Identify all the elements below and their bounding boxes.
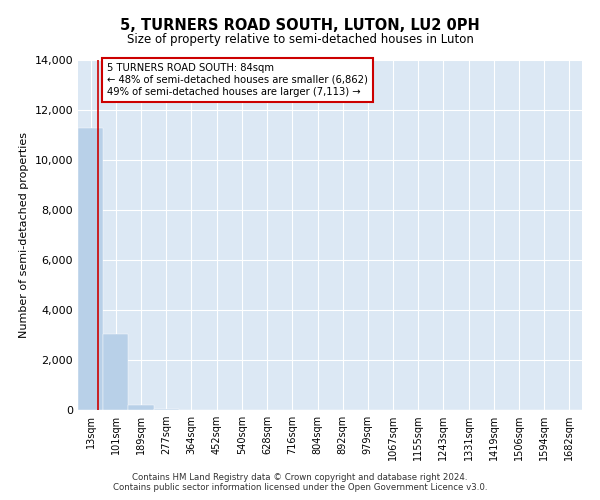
Y-axis label: Number of semi-detached properties: Number of semi-detached properties <box>19 132 29 338</box>
Bar <box>128 405 154 410</box>
Text: Size of property relative to semi-detached houses in Luton: Size of property relative to semi-detach… <box>127 32 473 46</box>
Bar <box>78 128 103 410</box>
Bar <box>154 409 179 410</box>
Text: Contains HM Land Registry data © Crown copyright and database right 2024.
Contai: Contains HM Land Registry data © Crown c… <box>113 473 487 492</box>
Text: 5, TURNERS ROAD SOUTH, LUTON, LU2 0PH: 5, TURNERS ROAD SOUTH, LUTON, LU2 0PH <box>120 18 480 32</box>
Bar <box>103 334 128 410</box>
Text: 5 TURNERS ROAD SOUTH: 84sqm
← 48% of semi-detached houses are smaller (6,862)
49: 5 TURNERS ROAD SOUTH: 84sqm ← 48% of sem… <box>107 64 368 96</box>
